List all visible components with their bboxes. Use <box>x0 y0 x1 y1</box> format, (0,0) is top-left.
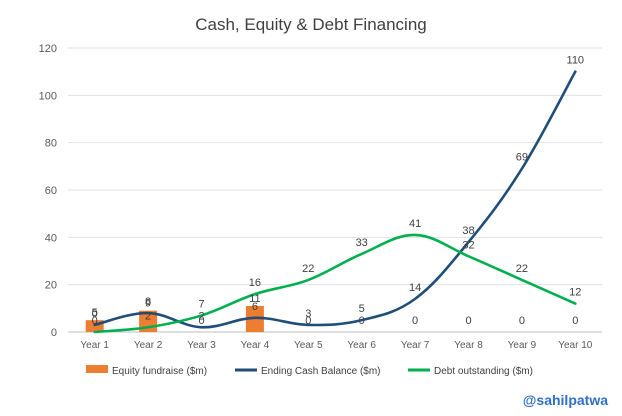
data-label: 2 <box>145 310 151 322</box>
x-tick-label: Year 6 <box>347 340 376 351</box>
legend-swatch-equity <box>86 365 108 373</box>
data-label: 0 <box>519 315 525 327</box>
data-label: 9 <box>145 298 151 310</box>
data-label: 16 <box>249 277 261 289</box>
x-tick-label: Year 9 <box>508 340 537 351</box>
y-tick-label: 40 <box>45 232 57 244</box>
series-line-cash <box>93 70 577 329</box>
x-tick-label: Year 2 <box>134 340 163 351</box>
legend-label: Debt outstanding ($m) <box>434 366 533 377</box>
data-label: 14 <box>409 282 421 294</box>
data-label: 0 <box>198 315 204 327</box>
data-label: 0 <box>92 315 98 327</box>
data-label: 6 <box>252 301 258 313</box>
data-label: 0 <box>92 308 98 320</box>
data-label: 32 <box>462 239 474 251</box>
data-label: 7 <box>198 298 204 310</box>
x-tick-label: Year 5 <box>294 340 323 351</box>
data-label: 22 <box>302 263 314 275</box>
data-label: 69 <box>516 152 528 164</box>
legend-label: Equity fundraise ($m) <box>112 366 207 377</box>
data-label: 11 <box>249 293 260 305</box>
data-label: 5 <box>92 307 98 319</box>
data-label: 0 <box>305 315 311 327</box>
data-label: 12 <box>569 287 581 299</box>
data-label: 0 <box>412 315 418 327</box>
data-label: 3 <box>305 308 311 320</box>
y-tick-label: 0 <box>51 327 57 339</box>
data-label: 22 <box>516 263 528 275</box>
x-tick-label: Year 1 <box>80 340 109 351</box>
series-line-debt <box>93 233 577 334</box>
x-tick-label: Year 10 <box>558 340 593 351</box>
x-tick-label: Year 4 <box>241 340 270 351</box>
x-tick-label: Year 8 <box>454 340 483 351</box>
data-label: 0 <box>359 315 365 327</box>
data-label: 33 <box>356 237 368 249</box>
line-layer <box>93 70 577 334</box>
grid-layer <box>68 47 602 333</box>
legend-label: Ending Cash Balance ($m) <box>261 366 381 377</box>
data-label: 41 <box>409 218 421 230</box>
y-tick-label: 20 <box>45 280 57 292</box>
x-tick-label: Year 3 <box>187 340 216 351</box>
data-label: 0 <box>465 315 471 327</box>
y-tick-label: 100 <box>39 90 57 102</box>
legend: Equity fundraise ($m) Ending Cash Balance… <box>86 365 533 377</box>
data-label: 38 <box>462 225 474 237</box>
watermark: @sahilpatwa <box>522 392 608 408</box>
chart-title: Cash, Equity & Debt Financing <box>195 15 427 34</box>
data-label: 110 <box>567 55 585 67</box>
y-tick-label: 120 <box>39 43 57 55</box>
data-label: 2 <box>198 310 204 322</box>
data-label: 0 <box>572 315 578 327</box>
x-tick-label: Year 7 <box>401 340 430 351</box>
data-label: 8 <box>145 296 151 308</box>
y-tick-label: 80 <box>45 138 57 150</box>
data-label: 5 <box>359 303 365 315</box>
y-tick-label: 60 <box>45 185 57 197</box>
